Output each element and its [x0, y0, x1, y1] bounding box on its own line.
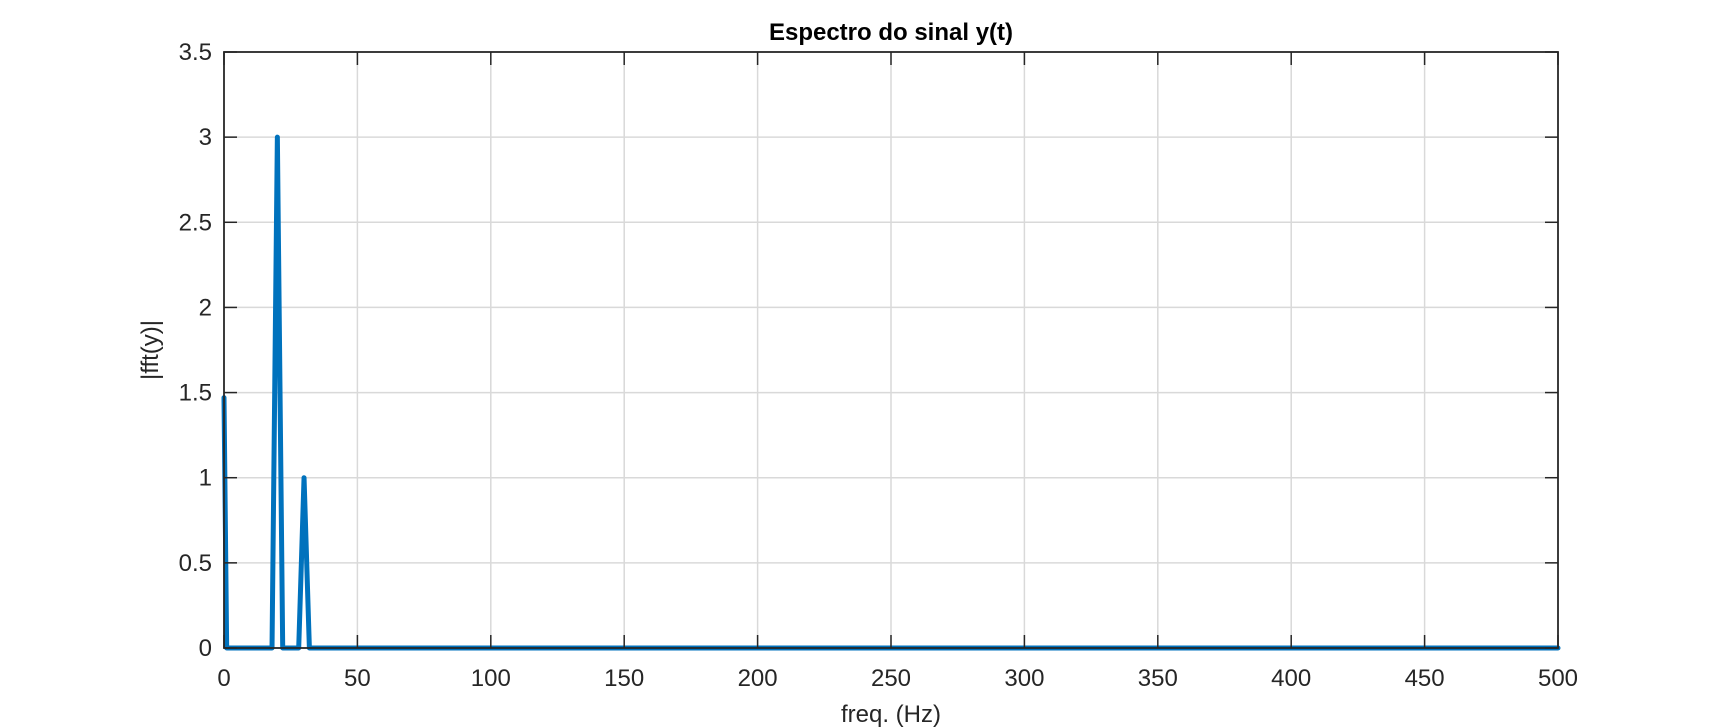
x-tick-label: 0	[217, 665, 230, 692]
y-axis-label: |fft(y)|	[137, 320, 164, 380]
x-tick-label: 450	[1405, 665, 1445, 692]
y-tick-label: 1.5	[179, 380, 212, 407]
y-tick-label: 3	[199, 124, 212, 151]
x-tick-label: 400	[1271, 665, 1311, 692]
x-tick-label: 250	[871, 665, 911, 692]
y-tick-label: 2.5	[179, 209, 212, 236]
x-tick-label: 350	[1138, 665, 1178, 692]
y-tick-label: 2	[199, 294, 212, 321]
x-tick-label: 500	[1538, 665, 1578, 692]
y-tick-label: 0	[199, 635, 212, 662]
y-tick-labels: 0 0.5 1 1.5 2 2.5 3 3.5	[179, 39, 212, 662]
y-tick-label: 3.5	[179, 39, 212, 66]
y-tick-label: 0.5	[179, 550, 212, 577]
chart-title: Espectro do sinal y(t)	[769, 19, 1013, 46]
x-tick-labels: 0 50 100 150 200 250 300 350 400 450 500	[217, 665, 1578, 692]
x-tick-label: 200	[738, 665, 778, 692]
tick-marks	[223, 51, 1559, 649]
x-axis-label: freq. (Hz)	[841, 701, 941, 727]
x-tick-label: 150	[604, 665, 644, 692]
y-tick-label: 1	[199, 465, 212, 492]
x-tick-label: 50	[344, 665, 371, 692]
grid	[224, 52, 1558, 648]
x-tick-label: 300	[1004, 665, 1044, 692]
x-tick-label: 100	[471, 665, 511, 692]
